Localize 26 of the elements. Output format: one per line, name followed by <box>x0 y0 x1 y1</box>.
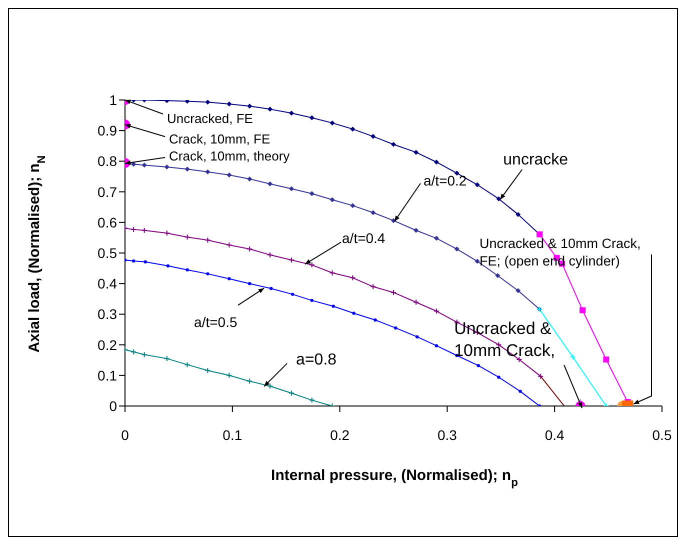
y-tick-label: 0.2 <box>98 336 118 353</box>
annotation: Crack, 10mm, theory <box>169 148 290 164</box>
x-axis-title: Internal pressure, (Normalised); n$_{p}$ <box>271 467 518 489</box>
y-tick-label: 0.6 <box>98 214 118 230</box>
y-tick-label: 0.4 <box>98 276 118 292</box>
y-tick-label: 0.9 <box>98 122 118 139</box>
y-tick-label: 0.1 <box>98 367 118 384</box>
x-tick-label: 0.3 <box>437 426 458 443</box>
annotation: Uncracked, FE <box>167 111 254 126</box>
y-tick-label: 0.3 <box>98 306 118 322</box>
y-tick-label: 0.7 <box>98 184 118 200</box>
y-tick-label: 0.5 <box>98 244 118 261</box>
annotation: a/t=0.2 <box>424 172 467 188</box>
annotation: a=0.8 <box>296 352 337 369</box>
x-tick-label: 0.4 <box>544 426 565 443</box>
y-tick-label: 1 <box>109 92 118 108</box>
x-tick-label: 0 <box>121 426 130 443</box>
x-tick-label: 0.5 <box>652 426 672 443</box>
y-tick-label: 0.8 <box>98 153 118 170</box>
annotation: uncracke <box>503 152 568 169</box>
x-tick-label: 0.2 <box>330 426 350 443</box>
y-tick-label: 0 <box>109 398 118 414</box>
annotation: Crack, 10mm, FE <box>169 132 270 148</box>
annotation: a/t=0.5 <box>194 314 238 330</box>
x-tick-label: 0.1 <box>222 426 242 443</box>
annotation: a/t=0.4 <box>342 230 386 246</box>
